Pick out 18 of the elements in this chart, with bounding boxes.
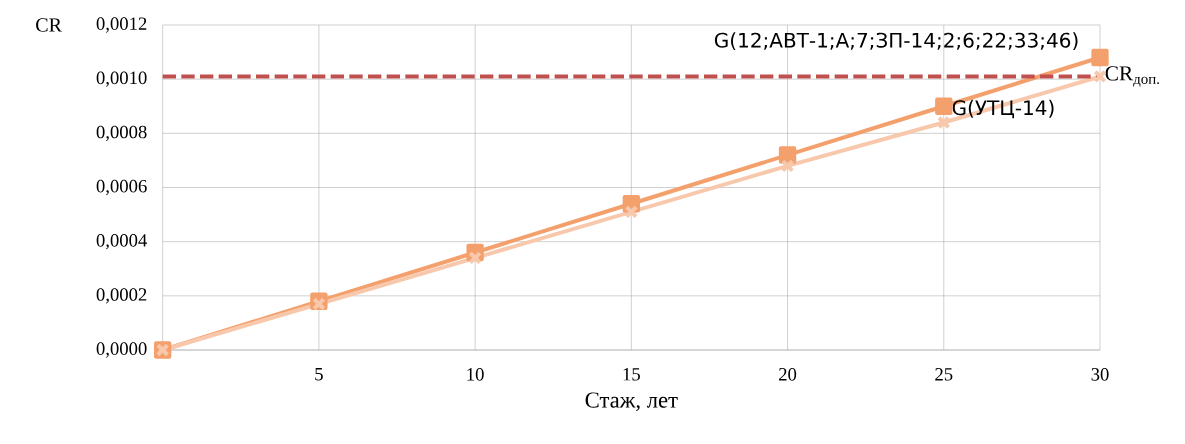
y-tick-label: 0,0012 [96,17,147,33]
x-tick-label: 10 [467,368,484,381]
y-axis-title: CR [36,18,62,32]
x-tick-label: 15 [623,368,640,381]
ref-line-label: CR$_{доп.}$ [1105,66,1159,87]
y-tick-label: 0,0002 [96,288,147,304]
y-tick-label: 0,0006 [96,179,147,196]
y-tick-label: 0,0004 [96,234,148,250]
x-axis-title: Стаж, лет [585,392,678,411]
x-tick-label: 20 [779,368,797,381]
series-label: G(УТЦ-14) [952,99,1054,119]
x-tick-label: 25 [935,368,953,381]
x-tick-label: 5 [315,368,323,381]
y-tick-label: 0,0008 [96,125,147,141]
y-tick-label: 0,0010 [96,71,147,87]
x-tick-label: 30 [1091,368,1109,381]
series-label: G(12;АВТ-1;А;7;ЗП-14;2;6;22;33;46) [714,32,1078,51]
y-tick-label: 0,0000 [96,342,147,358]
